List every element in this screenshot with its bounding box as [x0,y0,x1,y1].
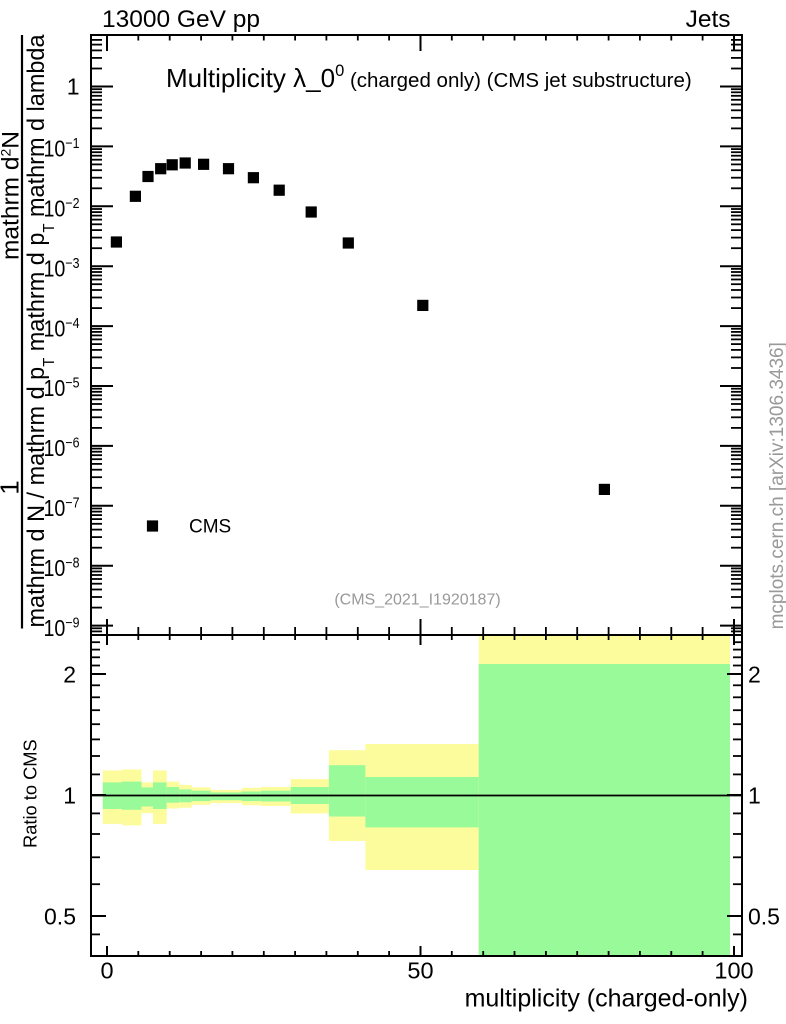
svg-text:Ratio to CMS: Ratio to CMS [20,739,41,848]
svg-text:0.5: 0.5 [748,903,780,929]
svg-text:2: 2 [63,661,76,687]
svg-text:0.5: 0.5 [44,903,76,929]
svg-text:Multiplicity λ_00 (charged onl: Multiplicity λ_00 (charged only) (CMS je… [166,62,692,93]
svg-text:1: 1 [63,782,76,808]
svg-text:10−6: 10−6 [44,435,80,461]
svg-text:mathrm d2N: mathrm d2N [0,131,25,260]
svg-text:1: 1 [748,782,761,808]
svg-text:1: 1 [67,73,80,99]
svg-text:10−4: 10−4 [44,315,80,341]
svg-text:CMS: CMS [189,517,231,538]
svg-text:1: 1 [0,480,25,494]
svg-text:10−2: 10−2 [44,196,80,222]
svg-text:2: 2 [748,661,761,687]
svg-text:(CMS_2021_I1920187): (CMS_2021_I1920187) [334,592,500,609]
svg-text:0: 0 [100,958,113,984]
svg-text:mcplots.cern.ch [arXiv:1306.34: mcplots.cern.ch [arXiv:1306.3436] [767,342,786,629]
svg-text:50: 50 [407,958,433,984]
svg-text:multiplicity (charged-only): multiplicity (charged-only) [465,985,748,1013]
svg-text:13000 GeV pp: 13000 GeV pp [102,6,260,33]
svg-text:Jets: Jets [686,6,731,33]
svg-text:10−5: 10−5 [44,375,80,401]
svg-text:10−9: 10−9 [44,615,80,641]
svg-text:100: 100 [714,958,753,984]
